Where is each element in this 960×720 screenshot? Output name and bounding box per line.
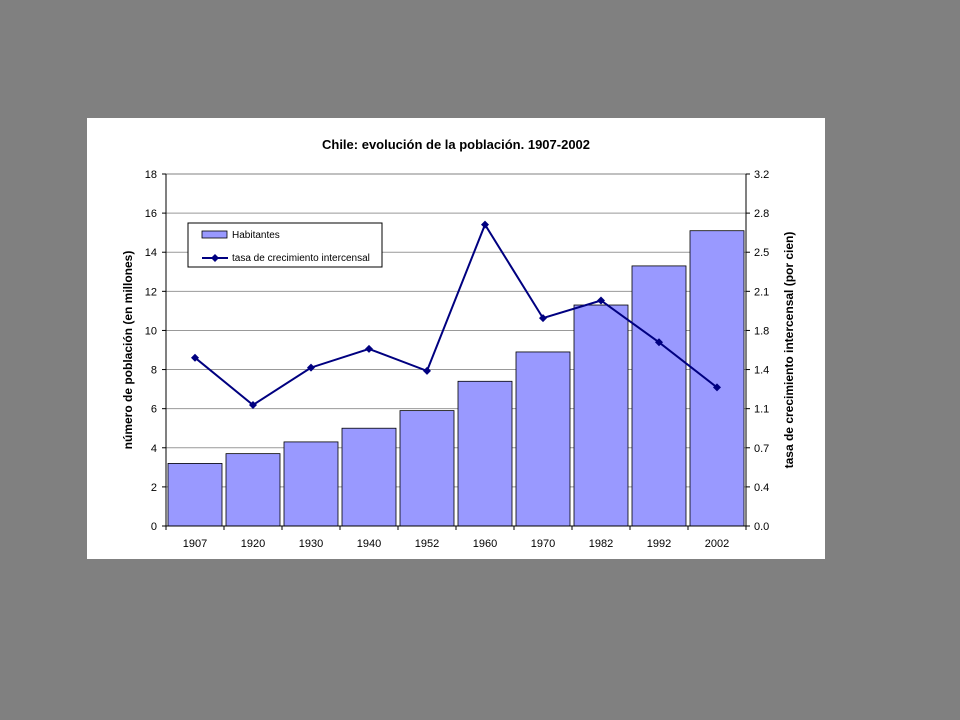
x-tick-label: 1952 bbox=[415, 538, 439, 550]
bar-1970 bbox=[515, 351, 571, 527]
y-tick-label: 12 bbox=[145, 286, 157, 298]
y2-tick-label: 1.8 bbox=[754, 325, 769, 337]
point-tasa-1940 bbox=[365, 344, 373, 353]
y-tick-label: 2 bbox=[151, 482, 157, 494]
y2-tick-label: 2.1 bbox=[754, 286, 769, 298]
y-tick-label: 0 bbox=[151, 521, 157, 533]
x-tick-label: 1930 bbox=[299, 538, 323, 550]
y-tick-label: 8 bbox=[151, 365, 157, 377]
legend-swatch-tasa-marker bbox=[211, 254, 219, 262]
x-tick-label: 1992 bbox=[647, 538, 671, 550]
y2-tick-label: 0.7 bbox=[754, 443, 769, 455]
y2-axis-title: tasa de crecimiento intercensal (por cie… bbox=[782, 232, 796, 469]
x-tick-label: 1970 bbox=[531, 538, 555, 550]
x-tick-label: 1940 bbox=[357, 538, 381, 550]
legend-label-habitantes: Habitantes bbox=[232, 230, 280, 241]
y-tick-label: 14 bbox=[145, 247, 157, 259]
chart-svg: Chile: evolución de la población. 1907-2… bbox=[121, 137, 796, 550]
point-tasa-1907 bbox=[191, 353, 199, 362]
y2-tick-label: 0.4 bbox=[754, 482, 769, 494]
y-tick-label: 4 bbox=[151, 443, 157, 455]
legend-label-tasa: tasa de crecimiento intercensal bbox=[232, 253, 370, 264]
x-tick-label: 1907 bbox=[183, 538, 207, 550]
bar-1930 bbox=[283, 441, 339, 527]
point-tasa-2002 bbox=[713, 383, 721, 392]
point-tasa-1960 bbox=[481, 220, 489, 229]
y2-tick-label: 1.4 bbox=[754, 365, 769, 377]
y-tick-label: 10 bbox=[145, 325, 157, 337]
legend-box bbox=[187, 222, 383, 268]
bar-series bbox=[167, 230, 745, 527]
y2-tick-label: 2.5 bbox=[754, 247, 769, 259]
bar-1992 bbox=[631, 265, 687, 527]
line-series bbox=[191, 220, 721, 409]
bar-1907 bbox=[167, 463, 223, 527]
chart-panel: Chile: evolución de la población. 1907-2… bbox=[87, 118, 825, 559]
x-tick-label: 1960 bbox=[473, 538, 497, 550]
y2-tick-label: 1.1 bbox=[754, 404, 769, 416]
bar-1960 bbox=[457, 380, 513, 527]
y-tick-label: 6 bbox=[151, 404, 157, 416]
chart-title: Chile: evolución de la población. 1907-2… bbox=[322, 137, 590, 152]
axes bbox=[162, 173, 750, 530]
point-tasa-1952 bbox=[423, 366, 431, 375]
bar-2002 bbox=[689, 230, 745, 527]
point-tasa-1970 bbox=[539, 314, 547, 323]
legend-swatch-habitantes bbox=[201, 230, 228, 239]
point-tasa-1930 bbox=[307, 363, 315, 372]
point-tasa-1920 bbox=[249, 401, 257, 409]
y2-tick-label: 0.0 bbox=[754, 521, 769, 533]
bar-1982 bbox=[573, 304, 629, 527]
x-tick-label: 2002 bbox=[705, 538, 729, 550]
point-tasa-1992 bbox=[655, 338, 663, 347]
y-axis-title: número de población (en millones) bbox=[121, 251, 135, 450]
bar-1940 bbox=[341, 427, 397, 527]
x-tick-label: 1920 bbox=[241, 538, 265, 550]
x-tick-label: 1982 bbox=[589, 538, 613, 550]
y2-tick-label: 2.8 bbox=[754, 208, 769, 220]
legend: Habitantes tasa de crecimiento intercens… bbox=[187, 222, 383, 268]
point-tasa-1982 bbox=[597, 296, 605, 305]
y2-tick-label: 3.2 bbox=[754, 169, 769, 181]
bar-1920 bbox=[225, 453, 281, 527]
bar-1952 bbox=[399, 410, 455, 527]
series-line-tasa bbox=[194, 222, 718, 407]
tick-labels: 0 2 4 6 8 10 12 14 16 18 0.0 0.4 0.7 1.1 1.4 1.8 2.1 2.5 2… bbox=[145, 169, 770, 550]
y-tick-label: 16 bbox=[145, 208, 157, 220]
y-tick-label: 18 bbox=[145, 169, 157, 181]
